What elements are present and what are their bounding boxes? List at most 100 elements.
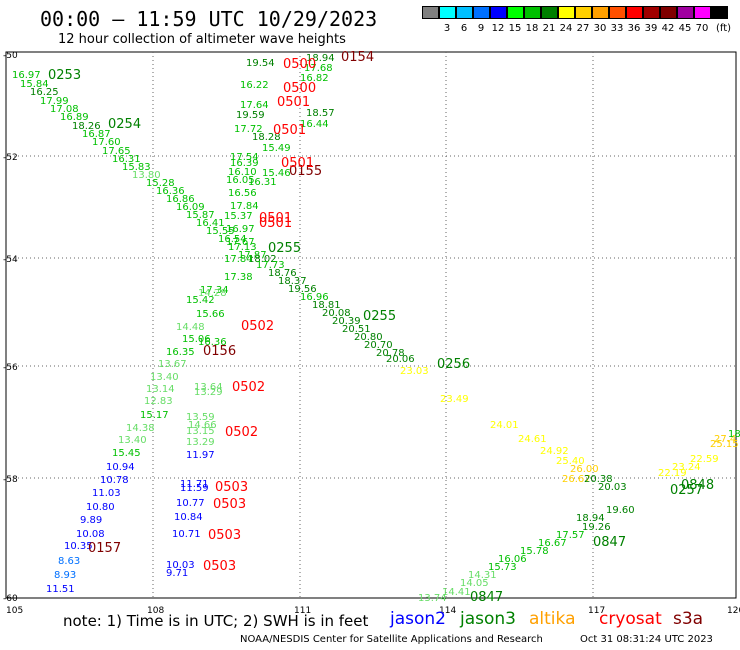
swh-value: 13.74 — [418, 593, 447, 604]
legend-label: 9 — [477, 23, 485, 34]
legend-label: 6 — [460, 23, 468, 34]
swh-value: 17.64 — [240, 100, 269, 111]
swh-value: 13.80 — [132, 170, 161, 181]
pass-time-label: 0157 — [88, 541, 121, 556]
footer-note: note: 1) Time is in UTC; 2) SWH is in fe… — [63, 612, 369, 630]
pass-time-label: 0503 — [215, 480, 248, 495]
legend-swatch — [558, 6, 575, 19]
legend-label: 42 — [661, 23, 675, 34]
pass-time-label: 0503 — [213, 497, 246, 512]
swh-value: 16.35 — [166, 347, 195, 358]
swh-value: 12.83 — [144, 396, 173, 407]
swh-value: 14.38 — [126, 423, 155, 434]
swh-value: 13.29 — [194, 387, 223, 398]
pass-time-label: 0155 — [289, 164, 322, 179]
swh-value: 20.08 — [322, 308, 351, 319]
footer-timestamp: Oct 31 08:31:24 UTC 2023 — [580, 634, 713, 645]
swh-value: 18.57 — [306, 108, 335, 119]
swh-value: 18.81 — [312, 300, 341, 311]
pass-time-label: 0502 — [225, 425, 258, 440]
legend-swatch — [609, 6, 626, 19]
swh-value: 10.71 — [172, 529, 201, 540]
swh-value: 9.89 — [80, 515, 102, 526]
swh-value: 26.67 — [562, 474, 591, 485]
swh-value: 11.71 — [180, 479, 209, 490]
pass-time-label: 0501 — [259, 211, 292, 226]
legend-label: 39 — [644, 23, 658, 34]
swh-value: 20.03 — [598, 482, 627, 493]
swh-value: 18.02 — [248, 254, 277, 265]
swh-value: 17.72 — [234, 124, 263, 135]
swh-value: 16.05 — [226, 175, 255, 186]
map-gridlines — [6, 52, 736, 598]
lat-tick-label: -60 — [3, 594, 18, 604]
swh-value: 14.31 — [468, 570, 497, 581]
pass-time-label: 0848 — [681, 478, 714, 493]
swh-value: 18.76 — [268, 268, 297, 279]
pass-time-label: 0154 — [341, 50, 374, 65]
swh-value: 17.68 — [304, 63, 333, 74]
swh-value: 10.80 — [86, 502, 115, 513]
swh-value: 10.35 — [64, 541, 93, 552]
swh-value: 24.61 — [518, 434, 547, 445]
swh-value: 16.22 — [240, 80, 269, 91]
swh-value: 22.59 — [690, 454, 719, 465]
swh-value: 10.84 — [174, 512, 203, 523]
swh-value: 14.66 — [188, 420, 217, 431]
swh-value: 16.41 — [196, 218, 225, 229]
swh-value: 14.28 — [198, 288, 227, 299]
swh-value: 17.60 — [92, 137, 121, 148]
legend-swatch — [439, 6, 456, 19]
lon-tick-label: 108 — [147, 606, 164, 616]
swh-value: 15.83 — [122, 162, 151, 173]
swh-value: 17.84 — [224, 254, 253, 265]
swh-value: 20.06 — [386, 354, 415, 365]
swh-value: 16.97 — [12, 70, 41, 81]
swh-value: 15.46 — [262, 168, 291, 179]
lon-tick-label: 117 — [588, 606, 605, 616]
swh-value: 16.56 — [228, 188, 257, 199]
swh-value: 11.03 — [92, 488, 121, 499]
legend-label: 15 — [508, 23, 522, 34]
pass-time-label: 0255 — [268, 241, 301, 256]
legend-swatch — [711, 6, 728, 19]
swh-value: 9.71 — [166, 568, 188, 579]
swh-value: 18.28 — [252, 132, 281, 143]
legend-swatch — [626, 6, 643, 19]
pass-time-label: 0500 — [283, 57, 316, 72]
swh-value: 17.34 — [200, 285, 229, 296]
swh-value: 14.05 — [460, 578, 489, 589]
swh-value: 15.55 — [206, 226, 235, 237]
swh-value: 18.26 — [72, 121, 101, 132]
pass-time-label: 0847 — [470, 590, 503, 605]
swh-value: 15.45 — [112, 448, 141, 459]
pass-time-label: 0256 — [437, 357, 470, 372]
swh-value: 8.93 — [54, 570, 76, 581]
satellite-label: jason2 — [390, 609, 446, 629]
swh-value: 16.87 — [82, 129, 111, 140]
legend-swatch — [507, 6, 524, 19]
swh-value: 20.78 — [376, 348, 405, 359]
legend-label: 27 — [576, 23, 590, 34]
swh-value: 10.77 — [176, 498, 205, 509]
swh-value: 14.41 — [442, 587, 471, 598]
swh-value: 17.87 — [238, 250, 267, 261]
swh-value: 16.89 — [60, 112, 89, 123]
swh-value: 16.97 — [226, 224, 255, 235]
pass-time-label: 0501 — [259, 216, 292, 231]
legend-label: 70 — [695, 23, 709, 34]
swh-value: 20.39 — [332, 316, 361, 327]
swh-value: 25.40 — [556, 456, 585, 467]
swh-value: 16.09 — [176, 202, 205, 213]
swh-value: 20.80 — [354, 332, 383, 343]
swh-value: 15.49 — [262, 143, 291, 154]
page-title: 00:00 – 11:59 UTC 10/29/2023 — [40, 7, 378, 31]
satellite-label: s3a — [673, 609, 704, 629]
swh-value: 16.44 — [300, 119, 329, 130]
swh-value: 19.56 — [288, 284, 317, 295]
pass-time-label: 0156 — [203, 344, 236, 359]
swh-value: 23.24 — [672, 462, 701, 473]
swh-value: 16.86 — [166, 194, 195, 205]
pass-time-label: 0503 — [203, 559, 236, 574]
